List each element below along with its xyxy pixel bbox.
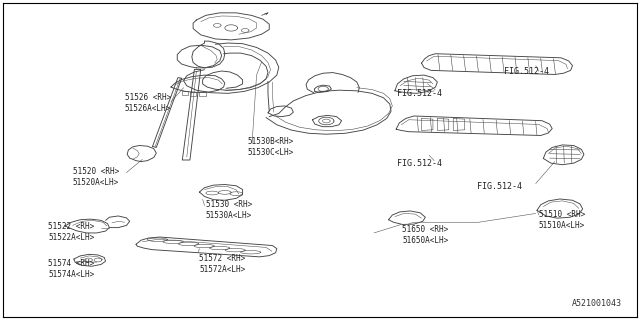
Text: 51650 <RH>
51650A<LH>: 51650 <RH> 51650A<LH> xyxy=(403,225,449,245)
Text: 51522 <RH>
51522A<LH>: 51522 <RH> 51522A<LH> xyxy=(49,222,95,242)
Text: 51520 <RH>
51520A<LH>: 51520 <RH> 51520A<LH> xyxy=(72,167,119,187)
Text: FIG.512-4: FIG.512-4 xyxy=(477,182,522,191)
Text: A521001043: A521001043 xyxy=(572,300,621,308)
Text: 51572 <RH>
51572A<LH>: 51572 <RH> 51572A<LH> xyxy=(200,254,246,275)
Text: FIG.512-4: FIG.512-4 xyxy=(397,90,442,99)
Text: FIG.512-4: FIG.512-4 xyxy=(397,159,442,168)
Text: 51530 <RH>
51530A<LH>: 51530 <RH> 51530A<LH> xyxy=(206,200,252,220)
Text: FIG.512-4: FIG.512-4 xyxy=(504,67,549,76)
Text: 51526 <RH>
51526A<LH>: 51526 <RH> 51526A<LH> xyxy=(125,93,171,114)
Text: 51574 <RH>
51574A<LH>: 51574 <RH> 51574A<LH> xyxy=(49,260,95,279)
Text: 51530B<RH>
51530C<LH>: 51530B<RH> 51530C<LH> xyxy=(247,137,293,157)
Text: 51510 <RH>
51510A<LH>: 51510 <RH> 51510A<LH> xyxy=(539,210,585,230)
